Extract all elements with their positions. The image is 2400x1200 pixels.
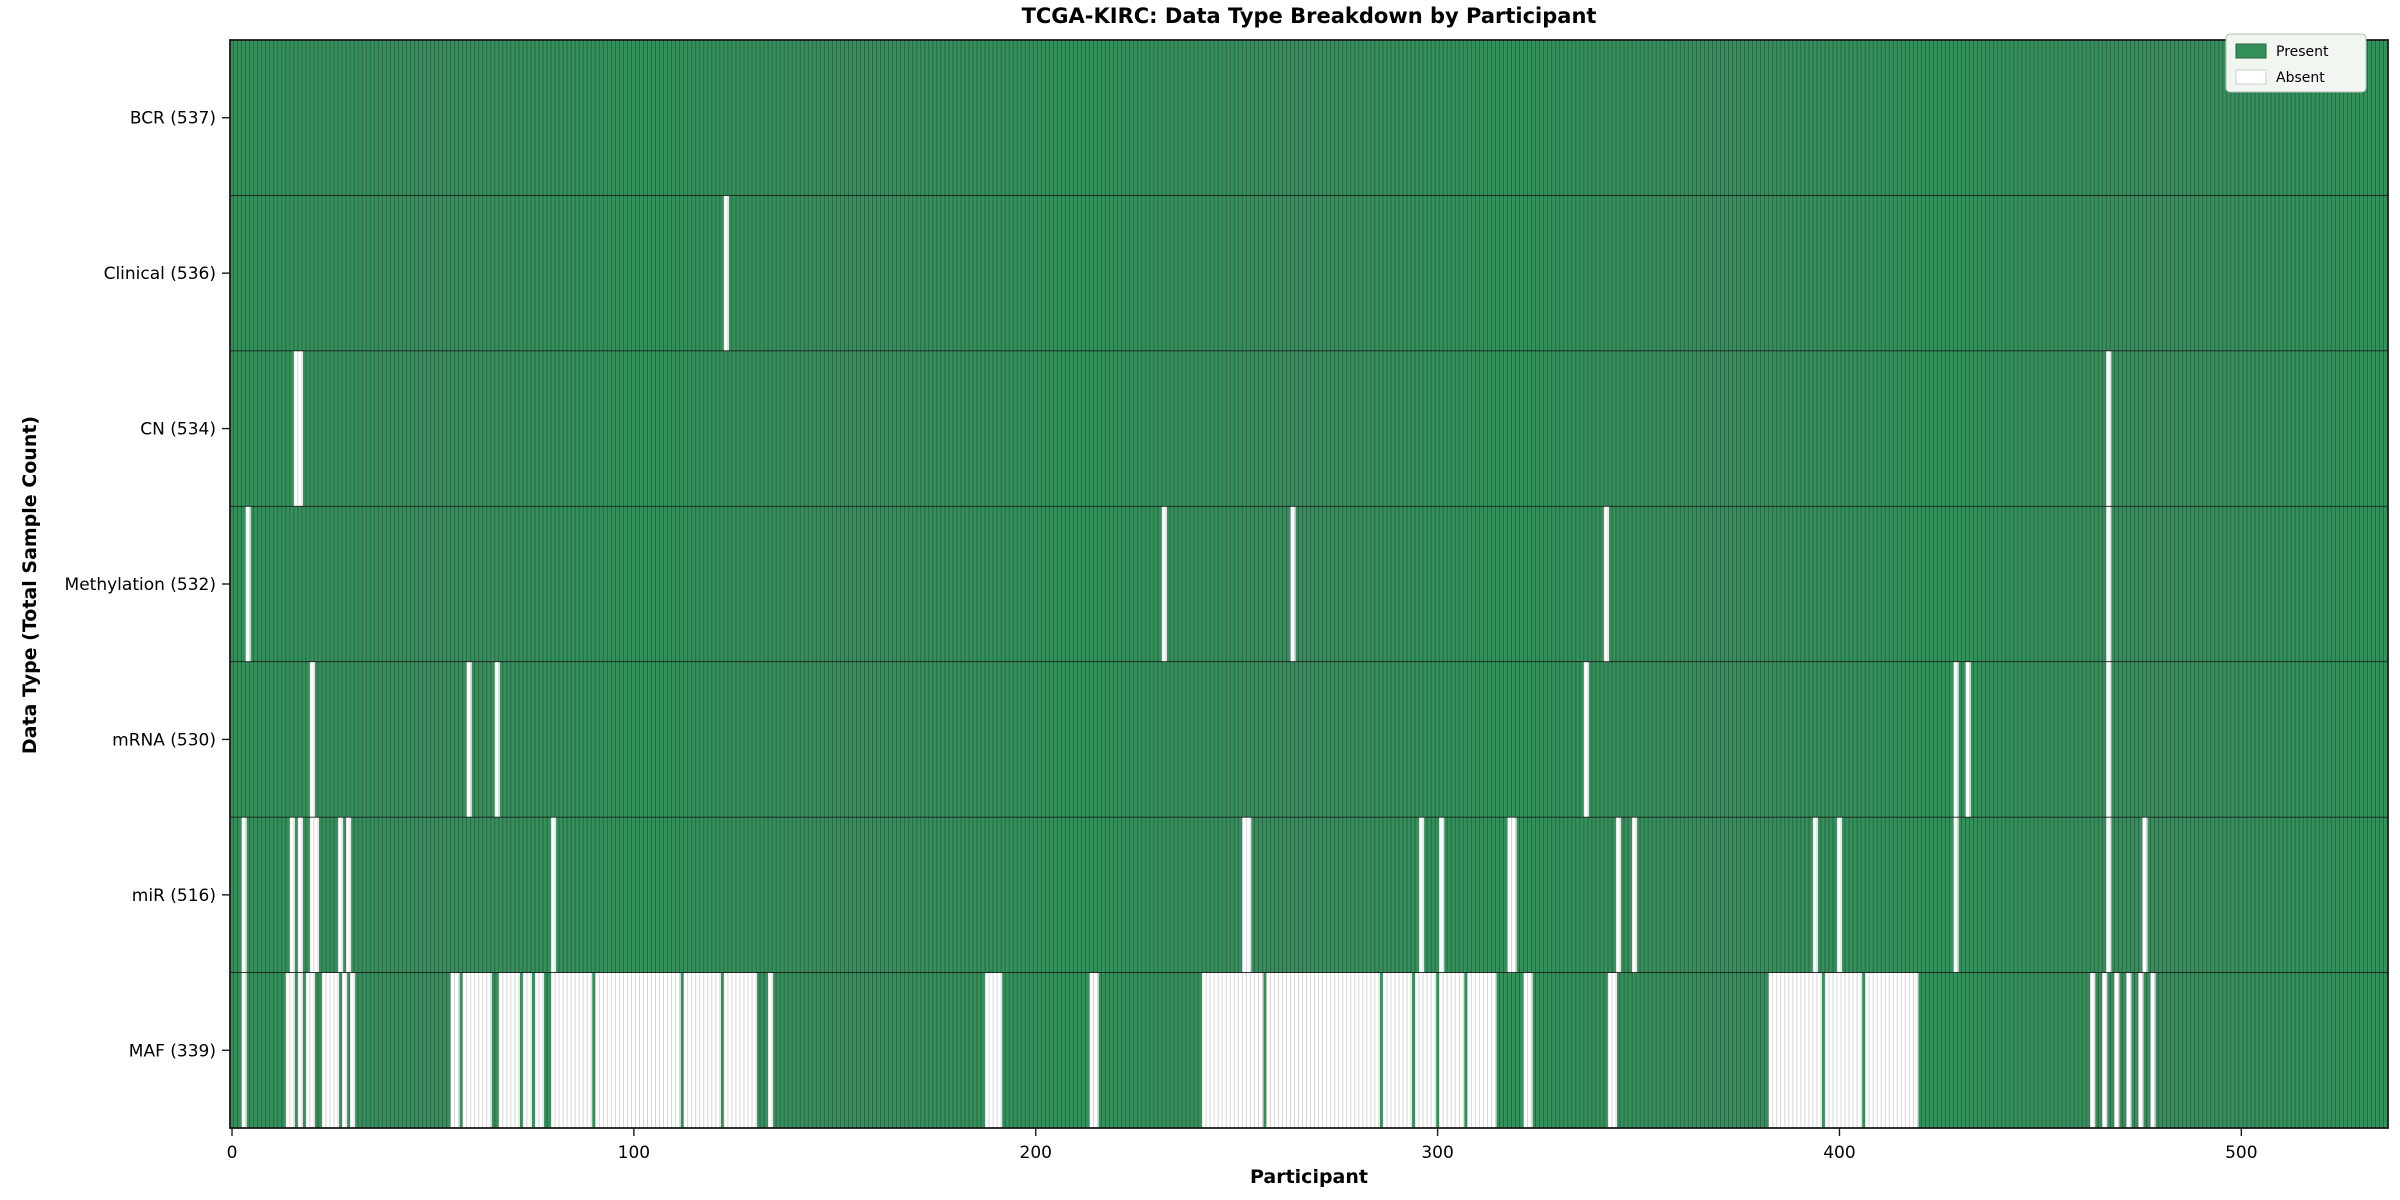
row-present-area [230, 817, 2388, 973]
absent-gap [349, 972, 356, 1128]
absent-gap [534, 972, 545, 1128]
absent-gap [1418, 817, 1425, 973]
absent-gap [550, 972, 593, 1128]
absent-gap [1089, 972, 1099, 1128]
row-present-area [230, 195, 2388, 351]
absent-gap [2138, 972, 2144, 1128]
absent-gap [1201, 972, 1264, 1128]
absent-gap [462, 972, 492, 1128]
x-tick-label: 400 [1823, 1143, 1855, 1163]
absent-gap [723, 195, 729, 351]
y-tick-label: mRNA (530) [112, 730, 216, 750]
absent-gap [309, 817, 320, 973]
x-tick-label: 200 [1020, 1143, 1052, 1163]
absent-gap [723, 972, 758, 1128]
absent-gap [1953, 661, 1959, 818]
absent-gap [285, 972, 295, 1128]
row-present-area [230, 506, 2388, 662]
absent-gap [1414, 972, 1437, 1128]
x-tick-label: 0 [227, 1143, 238, 1163]
absent-gap [1507, 817, 1517, 973]
legend: Present Absent [2225, 33, 2367, 93]
legend-swatch-absent [2235, 69, 2267, 85]
absent-gap [1631, 817, 1638, 973]
y-tick-label: MAF (339) [129, 1041, 216, 1061]
absent-gap [1768, 972, 1822, 1128]
legend-label: Absent [2276, 70, 2325, 86]
absent-gap [1615, 817, 1622, 973]
absent-gap [1836, 817, 1843, 973]
absent-gap [450, 972, 460, 1128]
absent-gap [2114, 972, 2120, 1128]
absent-gap [1603, 506, 1609, 662]
chart-title: TCGA-KIRC: Data Type Breakdown by Partic… [1021, 4, 1597, 28]
absent-gap [1812, 817, 1818, 973]
absent-gap [595, 972, 681, 1128]
absent-gap [1965, 661, 1971, 818]
absent-gap [550, 817, 557, 973]
y-axis-label: Data Type (Total Sample Count) [19, 415, 41, 755]
absent-gap [241, 972, 247, 1128]
absent-gap [2142, 817, 2148, 973]
absent-gap [1583, 661, 1589, 818]
absent-gap [297, 817, 303, 973]
absent-gap [289, 817, 295, 973]
absent-gap [466, 661, 472, 818]
legend-label: Present [2276, 44, 2329, 60]
absent-gap [2106, 661, 2112, 818]
absent-gap [1439, 972, 1465, 1128]
y-tick-label: Methylation (532) [65, 575, 216, 595]
x-tick-label: 500 [2225, 1143, 2257, 1163]
absent-gap [341, 972, 348, 1128]
absent-gap [522, 972, 532, 1128]
absent-gap [984, 972, 1003, 1128]
y-tick-label: Clinical (536) [104, 264, 216, 284]
absent-gap [241, 817, 247, 973]
absent-gap [1382, 972, 1413, 1128]
absent-gap [1953, 817, 1959, 973]
absent-gap [2126, 972, 2132, 1128]
absent-gap [1242, 817, 1252, 973]
absent-gap [2090, 972, 2096, 1128]
absent-gap [1467, 972, 1497, 1128]
x-tick-label: 300 [1421, 1143, 1453, 1163]
absent-gap [1439, 817, 1445, 973]
absent-gap [2106, 350, 2112, 507]
absent-gap [337, 817, 344, 973]
absent-gap [1266, 972, 1380, 1128]
absent-gap [494, 661, 500, 818]
absent-gap [2102, 972, 2108, 1128]
x-tick-label: 100 [618, 1143, 650, 1163]
row-present-area [230, 661, 2388, 818]
absent-gap [293, 350, 303, 507]
y-tick-label: BCR (537) [130, 109, 216, 129]
legend-swatch-present [2235, 43, 2267, 59]
absent-gap [1161, 506, 1167, 662]
absent-gap [1523, 972, 1533, 1128]
absent-gap [1824, 972, 1863, 1128]
absent-gap [309, 661, 315, 818]
absent-gap [1607, 972, 1618, 1128]
absent-gap [1290, 506, 1296, 662]
absent-gap [2106, 506, 2112, 662]
row-present-area [230, 40, 2388, 196]
plot-border [229, 39, 2389, 1129]
absent-gap [767, 972, 774, 1128]
absent-gap [305, 972, 315, 1128]
absent-gap [321, 972, 340, 1128]
y-tick-label: CN (534) [140, 420, 216, 440]
absent-gap [683, 972, 721, 1128]
absent-gap [245, 506, 251, 662]
row-present-area [230, 350, 2388, 507]
y-tick-label: miR (516) [132, 886, 216, 906]
absent-gap [297, 972, 303, 1128]
x-axis-label: Participant [1249, 1166, 1368, 1188]
absent-gap [2106, 817, 2112, 973]
absent-gap [1864, 972, 1919, 1128]
absent-gap [345, 817, 352, 973]
absent-gap [2150, 972, 2156, 1128]
absent-gap [498, 972, 520, 1128]
